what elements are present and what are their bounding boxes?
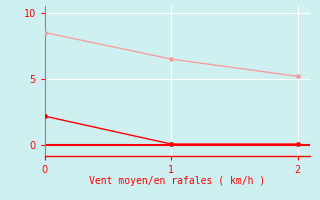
X-axis label: Vent moyen/en rafales ( km/h ): Vent moyen/en rafales ( km/h ) xyxy=(90,176,266,186)
